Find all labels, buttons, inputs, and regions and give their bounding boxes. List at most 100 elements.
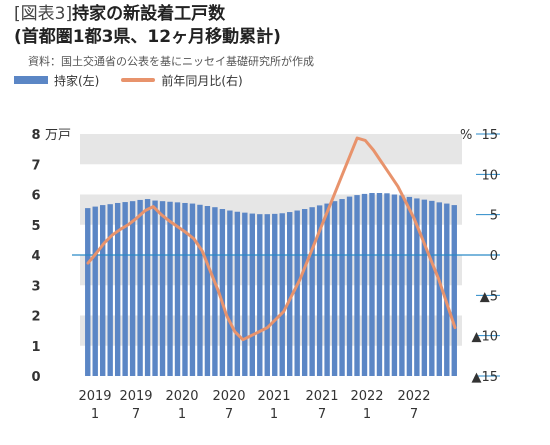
bar bbox=[189, 203, 196, 376]
bar bbox=[85, 208, 91, 376]
title-text: 持家の新設着工戸数 bbox=[72, 4, 226, 24]
bar bbox=[354, 195, 360, 376]
source-note: 資料：国土交通省の公表を基にニッセイ基礎研究所が作成 bbox=[28, 55, 314, 68]
right-tick-label: ▲5 bbox=[480, 289, 498, 304]
bar bbox=[279, 213, 285, 376]
bar bbox=[376, 192, 383, 376]
right-tick-label: 15 bbox=[481, 128, 498, 143]
bar bbox=[129, 201, 136, 376]
series-line bbox=[86, 136, 457, 342]
bar bbox=[324, 203, 330, 376]
left-tick-label: 6 bbox=[31, 189, 40, 204]
bar bbox=[444, 203, 450, 376]
legend-bar-label: 持家(左) bbox=[54, 73, 100, 88]
bar bbox=[391, 194, 398, 376]
bar bbox=[309, 207, 315, 376]
legend-line-swatch bbox=[121, 78, 156, 82]
left-tick-label: 2 bbox=[31, 310, 40, 325]
bar bbox=[92, 206, 98, 376]
x-tick-month: 1 bbox=[178, 407, 186, 422]
left-tick-label: 5 bbox=[31, 219, 40, 234]
x-tick-month: 1 bbox=[270, 407, 278, 422]
x-tick-month: 7 bbox=[318, 407, 326, 422]
x-tick-month: 7 bbox=[410, 407, 418, 422]
bar bbox=[399, 195, 405, 376]
right-unit-label: % bbox=[460, 128, 472, 143]
bar bbox=[436, 202, 442, 376]
bar bbox=[346, 196, 353, 376]
left-tick-label: 8 bbox=[31, 128, 40, 143]
bar bbox=[152, 200, 158, 376]
bar bbox=[182, 202, 188, 376]
x-tick-month: 7 bbox=[225, 407, 233, 422]
x-tick-year: 2020 bbox=[165, 389, 198, 404]
bar bbox=[316, 205, 323, 376]
bar bbox=[406, 196, 413, 376]
left-tick-label: 3 bbox=[31, 279, 40, 294]
grid-band bbox=[80, 134, 462, 165]
x-tick-year: 2019 bbox=[78, 389, 111, 404]
bar bbox=[421, 199, 428, 376]
bar bbox=[242, 212, 248, 376]
bar bbox=[227, 210, 233, 376]
bar bbox=[234, 211, 241, 376]
right-tick-label: 0 bbox=[490, 249, 498, 264]
bar bbox=[264, 214, 270, 376]
bar bbox=[429, 200, 435, 376]
legend-item-line: 前年同月比(右) bbox=[121, 72, 243, 89]
left-tick-label: 7 bbox=[31, 158, 40, 173]
legend-line-label: 前年同月比(右) bbox=[161, 73, 243, 88]
bar bbox=[174, 202, 181, 376]
x-tick-year: 2019 bbox=[119, 389, 152, 404]
bar bbox=[414, 198, 420, 376]
bar bbox=[361, 193, 368, 376]
legend: 持家(左) 前年同月比(右) bbox=[14, 71, 265, 89]
bar bbox=[197, 204, 203, 376]
bar bbox=[384, 193, 390, 376]
bar bbox=[114, 202, 121, 376]
x-tick-month: 1 bbox=[363, 407, 371, 422]
grid-band bbox=[80, 194, 462, 225]
x-tick-year: 2021 bbox=[257, 389, 290, 404]
right-tick-label: 10 bbox=[481, 168, 498, 183]
bar bbox=[107, 204, 113, 376]
grid-band bbox=[80, 315, 462, 346]
bar bbox=[272, 213, 278, 376]
x-tick-year: 2020 bbox=[212, 389, 245, 404]
left-unit-label: 万戸 bbox=[45, 128, 71, 143]
bar bbox=[212, 207, 218, 376]
x-tick-year: 2022 bbox=[397, 389, 430, 404]
x-tick-month: 1 bbox=[91, 407, 99, 422]
x-tick-year: 2022 bbox=[350, 389, 383, 404]
bar bbox=[159, 201, 166, 376]
bar bbox=[331, 201, 338, 376]
bar bbox=[301, 209, 308, 376]
legend-bar-swatch bbox=[14, 76, 48, 84]
legend-item-bar: 持家(左) bbox=[14, 72, 99, 89]
bar bbox=[100, 205, 106, 376]
right-tick-label: 5 bbox=[490, 209, 498, 224]
bar bbox=[219, 209, 226, 376]
bar bbox=[294, 210, 300, 376]
bar bbox=[257, 214, 263, 376]
chart-subtitle: (首都圏1都3県、12ヶ月移動累計) bbox=[14, 27, 281, 47]
bar bbox=[137, 199, 143, 376]
title-prefix: [図表3] bbox=[14, 4, 73, 24]
bar bbox=[287, 212, 293, 376]
chart-title: [図表3]持家の新設着工戸数 bbox=[14, 4, 225, 25]
bar bbox=[339, 199, 345, 376]
right-tick-label: ▲15 bbox=[471, 370, 498, 385]
bar bbox=[204, 206, 211, 376]
x-tick-year: 2021 bbox=[305, 389, 338, 404]
x-tick-month: 7 bbox=[132, 407, 140, 422]
left-tick-label: 0 bbox=[31, 370, 40, 385]
bar bbox=[122, 202, 128, 376]
left-tick-label: 1 bbox=[31, 340, 40, 355]
right-tick-label: ▲10 bbox=[471, 330, 498, 345]
bar bbox=[249, 213, 255, 376]
bar bbox=[369, 192, 375, 376]
bar bbox=[167, 201, 173, 376]
bar bbox=[451, 205, 457, 376]
left-tick-label: 4 bbox=[31, 249, 40, 264]
